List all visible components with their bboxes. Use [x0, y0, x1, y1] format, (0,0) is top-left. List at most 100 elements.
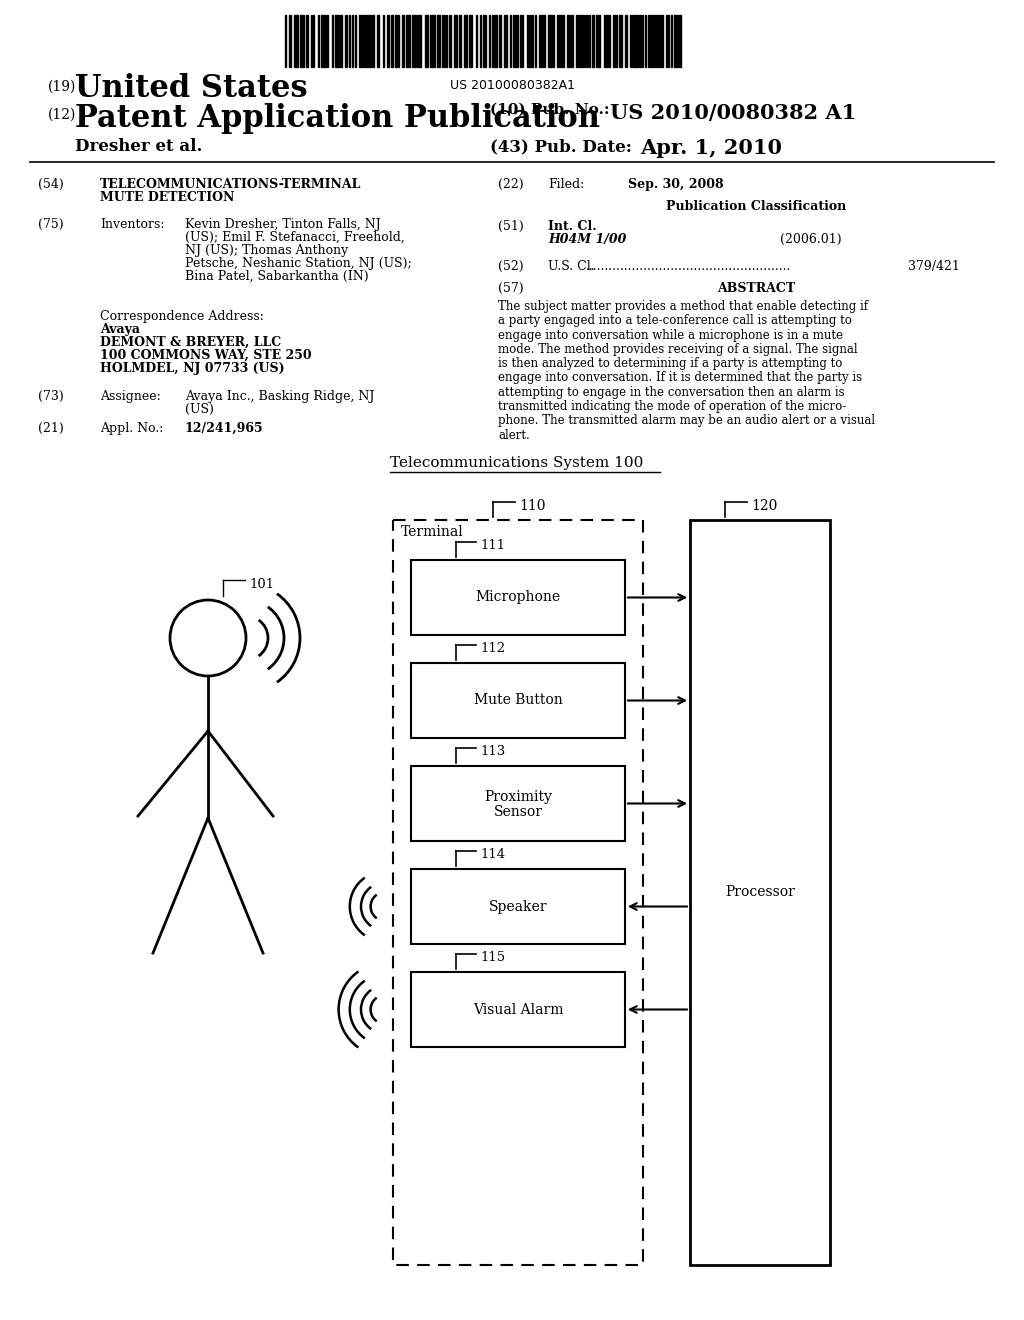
Text: Speaker: Speaker [488, 899, 547, 913]
Bar [345, 15, 347, 67]
Bar [659, 15, 663, 67]
Text: (54): (54) [38, 178, 63, 191]
Bar [372, 15, 374, 67]
Text: Microphone: Microphone [475, 590, 560, 605]
Bar [411, 972, 625, 1047]
Bar [592, 15, 594, 67]
Text: US 20100080382A1: US 20100080382A1 [450, 79, 574, 92]
Bar [289, 15, 291, 67]
Bar [567, 15, 570, 67]
Bar [411, 560, 625, 635]
Text: United States: United States [75, 73, 307, 104]
Bar [562, 15, 564, 67]
Bar [618, 15, 622, 67]
Text: 111: 111 [480, 539, 505, 552]
Text: is then analyzed to determining if a party is attempting to: is then analyzed to determining if a par… [498, 358, 843, 370]
Bar [539, 15, 542, 67]
Text: 110: 110 [519, 499, 546, 513]
Bar [425, 15, 428, 67]
Text: Processor: Processor [725, 886, 795, 899]
Text: 101: 101 [249, 578, 274, 591]
Text: NJ (US); Thomas Anthony: NJ (US); Thomas Anthony [185, 244, 348, 257]
Text: Appl. No.:: Appl. No.: [100, 422, 164, 436]
Text: 114: 114 [480, 847, 505, 861]
Text: Avaya Inc., Basking Ridge, NJ: Avaya Inc., Basking Ridge, NJ [185, 389, 375, 403]
Bar [430, 15, 433, 67]
Bar [679, 15, 681, 67]
Text: Assignee:: Assignee: [100, 389, 161, 403]
Bar [321, 15, 325, 67]
Text: 12/241,965: 12/241,965 [185, 422, 263, 436]
Text: Correspondence Address:: Correspondence Address: [100, 310, 264, 323]
Text: MUTE DETECTION: MUTE DETECTION [100, 191, 234, 205]
Text: 120: 120 [751, 499, 777, 513]
Text: 113: 113 [480, 744, 505, 758]
Text: Avaya: Avaya [100, 323, 140, 337]
Bar [557, 15, 561, 67]
Text: Publication Classification: Publication Classification [666, 201, 846, 213]
Bar [393, 520, 643, 1265]
Text: alert.: alert. [498, 429, 529, 442]
Bar [543, 15, 545, 67]
Text: (10) Pub. No.:: (10) Pub. No.: [490, 103, 609, 117]
Bar [411, 869, 625, 944]
Bar [690, 520, 830, 1265]
Text: (43) Pub. Date:: (43) Pub. Date: [490, 139, 632, 154]
Bar [417, 15, 421, 67]
Text: (75): (75) [38, 218, 63, 231]
Bar [366, 15, 368, 67]
Text: attempting to engage in the conversation then an alarm is: attempting to engage in the conversation… [498, 385, 845, 399]
Text: engage into conversation. If it is determined that the party is: engage into conversation. If it is deter… [498, 371, 862, 384]
Bar [306, 15, 308, 67]
Text: Sensor: Sensor [494, 804, 543, 818]
Text: (73): (73) [38, 389, 63, 403]
Bar [335, 15, 339, 67]
Text: a party engaged into a tele-conference call is attempting to: a party engaged into a tele-conference c… [498, 314, 852, 327]
Bar [575, 15, 578, 67]
Text: (52): (52) [498, 260, 523, 273]
Bar [639, 15, 641, 67]
Text: (21): (21) [38, 422, 63, 436]
Text: Telecommunications System 100: Telecommunications System 100 [390, 455, 643, 470]
Bar [520, 15, 523, 67]
Bar [513, 15, 515, 67]
Bar [625, 15, 627, 67]
Bar [395, 15, 397, 67]
Text: Dresher et al.: Dresher et al. [75, 139, 203, 154]
Text: 100 COMMONS WAY, STE 250: 100 COMMONS WAY, STE 250 [100, 348, 311, 362]
Text: transmitted indicating the mode of operation of the micro-: transmitted indicating the mode of opera… [498, 400, 846, 413]
Bar [613, 15, 617, 67]
Bar [402, 15, 404, 67]
Bar [411, 663, 625, 738]
Text: (12): (12) [48, 108, 77, 121]
Text: H04M 1/00: H04M 1/00 [548, 234, 627, 246]
Bar [377, 15, 379, 67]
Bar [516, 15, 518, 67]
Bar [494, 15, 497, 67]
Text: (22): (22) [498, 178, 523, 191]
Text: Sep. 30, 2008: Sep. 30, 2008 [628, 178, 724, 191]
Text: U.S. Cl.: U.S. Cl. [548, 260, 595, 273]
Bar [362, 15, 365, 67]
Bar [651, 15, 654, 67]
Text: US 2010/0080382 A1: US 2010/0080382 A1 [610, 103, 856, 123]
Bar [581, 15, 584, 67]
Bar [499, 15, 501, 67]
Text: TELECOMMUNICATIONS-TERMINAL: TELECOMMUNICATIONS-TERMINAL [100, 178, 361, 191]
Bar [529, 15, 531, 67]
Text: Filed:: Filed: [548, 178, 585, 191]
Bar [300, 15, 302, 67]
Text: (US); Emil F. Stefanacci, Freehold,: (US); Emil F. Stefanacci, Freehold, [185, 231, 404, 244]
Bar [504, 15, 507, 67]
Bar [411, 766, 625, 841]
Text: Apr. 1, 2010: Apr. 1, 2010 [640, 139, 782, 158]
Text: 112: 112 [480, 642, 505, 655]
Text: Mute Button: Mute Button [474, 693, 562, 708]
Text: DEMONT & BREYER, LLC: DEMONT & BREYER, LLC [100, 337, 282, 348]
Text: 115: 115 [480, 950, 505, 964]
Bar [459, 15, 461, 67]
Bar [391, 15, 393, 67]
Bar [359, 15, 362, 67]
Text: Petsche, Neshanic Station, NJ (US);: Petsche, Neshanic Station, NJ (US); [185, 257, 412, 271]
Bar [406, 15, 410, 67]
